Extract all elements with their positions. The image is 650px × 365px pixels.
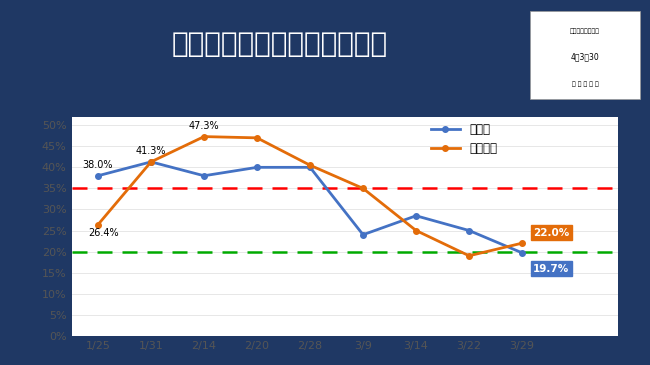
Text: コロナ病床の実質病床利用率: コロナ病床の実質病床利用率 bbox=[172, 30, 387, 58]
FancyBboxPatch shape bbox=[530, 11, 640, 99]
Text: 19.7%: 19.7% bbox=[533, 264, 569, 274]
Text: 26.4%: 26.4% bbox=[88, 228, 118, 238]
Text: 保 健 予 防 課: 保 健 予 防 課 bbox=[571, 81, 599, 87]
Text: 22.0%: 22.0% bbox=[533, 228, 569, 238]
Text: 47.3%: 47.3% bbox=[188, 121, 219, 131]
Text: 市民記者会見資料: 市民記者会見資料 bbox=[570, 28, 600, 34]
Text: 38.0%: 38.0% bbox=[83, 160, 113, 170]
Legend: 長野県, 松本圈域: 長野県, 松本圈域 bbox=[426, 118, 502, 160]
Text: 4．3．30: 4．3．30 bbox=[571, 52, 599, 61]
Text: 41.3%: 41.3% bbox=[136, 146, 166, 156]
